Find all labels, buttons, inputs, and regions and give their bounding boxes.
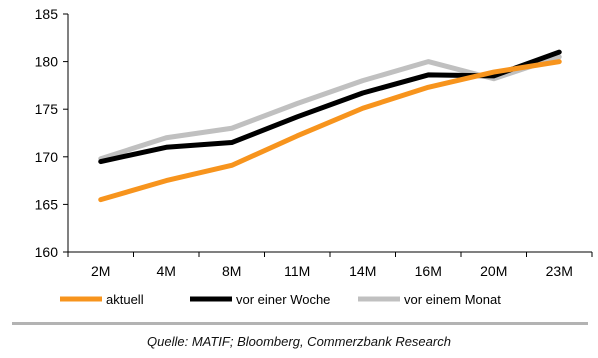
y-tick-label: 180 xyxy=(35,54,59,70)
source-divider xyxy=(12,322,588,325)
plot-series xyxy=(98,49,562,203)
x-axis: 2M 4M 8M 11M 14M 16M 20M 23M xyxy=(67,251,593,279)
y-tick-label: 170 xyxy=(35,149,59,165)
x-tick-label: 11M xyxy=(284,263,310,279)
x-tick-label: 4M xyxy=(157,263,176,279)
series-line-1 xyxy=(98,49,562,165)
x-tick-label: 23M xyxy=(546,263,573,279)
x-tick-label: 16M xyxy=(415,263,442,279)
legend-label-2: vor einem Monat xyxy=(404,292,501,307)
y-tick-label: 160 xyxy=(35,244,59,260)
x-tick-label: 20M xyxy=(480,263,507,279)
y-tick-label: 175 xyxy=(35,101,59,117)
legend-label-0: aktuell xyxy=(106,292,144,307)
x-tick-label: 2M xyxy=(91,263,110,279)
x-tick-label: 8M xyxy=(222,263,241,279)
y-tick-label: 185 xyxy=(35,6,59,22)
y-axis: 160 165 170 175 180 185 xyxy=(35,6,69,260)
series-line-0 xyxy=(98,59,562,203)
legend: aktuell vor einer Woche vor einem Monat xyxy=(60,292,501,307)
source-note: Quelle: MATIF; Bloomberg, Commerzbank Re… xyxy=(147,334,451,349)
x-tick-label: 14M xyxy=(349,263,376,279)
y-tick-label: 165 xyxy=(35,196,59,212)
legend-label-1: vor einer Woche xyxy=(236,292,330,307)
line-chart: 160 165 170 175 180 185 2M 4M 8M 11M 14M 16M 20M 23M… xyxy=(35,6,593,307)
